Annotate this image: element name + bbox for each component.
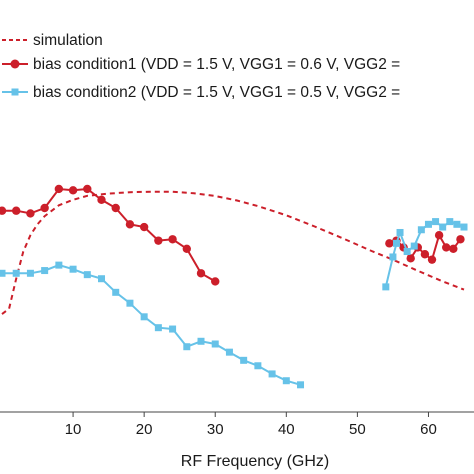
series-3-point: [268, 370, 276, 378]
series-2-point: [125, 220, 135, 229]
series-2-point: [111, 203, 120, 213]
series-3-point: [389, 253, 397, 261]
series-3-point: [432, 218, 440, 226]
series-3-point: [169, 325, 177, 333]
legend: simulation bias condition1 (VDD = 1.5 V, …: [2, 32, 400, 101]
legend-label-1: simulation: [33, 32, 103, 49]
series-2-point: [211, 277, 220, 286]
series-3-point: [83, 271, 91, 279]
x-tick-label: 10: [65, 421, 82, 438]
series-3-point: [240, 356, 248, 364]
series-3-point: [410, 242, 418, 250]
series-3-point: [98, 275, 106, 283]
series-2-point: [40, 203, 49, 213]
series-3-point: [225, 348, 233, 356]
series-3-point: [140, 313, 148, 321]
series-3-point: [460, 223, 468, 231]
series-3-point: [154, 324, 162, 332]
series-2-point: [456, 235, 465, 244]
plot-area: [0, 184, 468, 389]
series-3-point: [439, 223, 447, 231]
series-2-point: [139, 222, 149, 232]
series-3-line: [2, 264, 301, 386]
series-2-point: [26, 209, 35, 218]
series-3-point: [26, 269, 34, 277]
series-3-point: [396, 228, 404, 236]
series-2-point: [54, 184, 64, 194]
x-tick-label: 60: [420, 421, 437, 438]
x-axis-ticks: 10 20 30 40 50 60: [65, 412, 437, 438]
series-3-point: [197, 337, 205, 345]
series-3-point: [126, 299, 134, 307]
series-3-point: [453, 220, 461, 228]
legend-marker-3: [11, 88, 19, 96]
series-3-point: [282, 377, 290, 385]
series-3-point: [382, 283, 390, 291]
series-3-point: [446, 218, 454, 226]
series-2-point: [12, 206, 21, 215]
series-3-point: [69, 265, 77, 273]
series-3-point: [55, 261, 63, 269]
series-2-point: [154, 236, 163, 245]
series-3-point: [0, 269, 6, 277]
series-2-point: [442, 243, 451, 252]
legend-label-3: bias condition2 (VDD = 1.5 V, VGG1 = 0.5…: [33, 84, 400, 101]
series-2-point: [406, 254, 415, 263]
series-3-point: [417, 226, 425, 234]
series-3-point: [297, 381, 305, 389]
series-2-point: [182, 244, 191, 253]
x-tick-label: 30: [207, 421, 224, 438]
x-tick-label: 20: [136, 421, 153, 438]
series-2-point: [168, 235, 177, 244]
series-2-point: [196, 269, 206, 278]
series-3-point: [254, 362, 262, 370]
series-2-point: [68, 186, 78, 195]
series-2-point: [0, 206, 7, 215]
series-2-line: [2, 187, 216, 283]
series-3-point: [392, 239, 400, 247]
series-3-point: [41, 267, 49, 275]
series-2-point: [420, 250, 430, 259]
x-tick-label: 40: [278, 421, 295, 438]
series-2-point: [385, 239, 394, 248]
series-2-point: [449, 244, 458, 253]
series-2-point: [83, 184, 92, 194]
legend-marker-2: [10, 59, 20, 69]
series-2-point: [427, 255, 437, 264]
series-3-point: [403, 248, 411, 256]
series-3-point: [211, 340, 219, 348]
series-3-point: [424, 220, 432, 228]
legend-label-2: bias condition1 (VDD = 1.5 V, VGG1 = 0.6…: [33, 56, 400, 73]
series-2-point: [97, 195, 106, 205]
x-axis-title: RF Frequency (GHz): [181, 453, 329, 470]
series-3-point: [183, 343, 191, 351]
series-2-point: [434, 231, 444, 240]
series-3-point: [112, 288, 120, 296]
series-3-point: [12, 269, 20, 277]
x-tick-label: 50: [349, 421, 366, 438]
